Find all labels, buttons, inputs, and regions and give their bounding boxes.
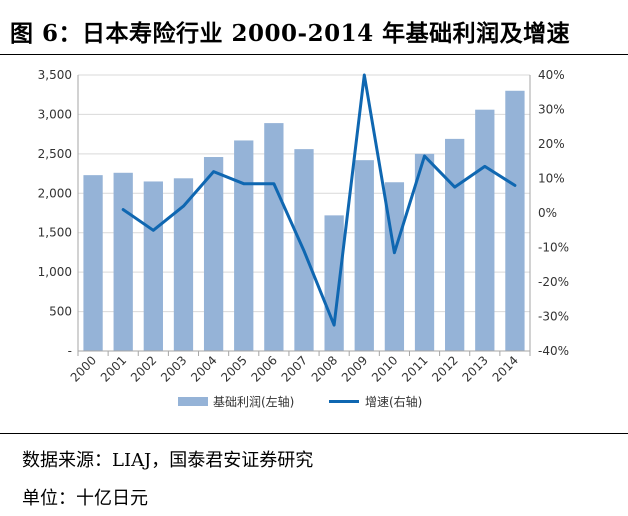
x-tick-label: 2006	[248, 353, 279, 384]
growth-point-2007	[302, 249, 306, 253]
bar-2003	[173, 178, 194, 351]
x-tick-label: 2009	[339, 353, 370, 384]
bar-2004	[203, 157, 224, 351]
bar-2009	[354, 160, 374, 351]
growth-point-2012	[453, 185, 456, 189]
growth-point-2001	[122, 208, 125, 211]
left-tick-label: 2,000	[38, 186, 72, 200]
x-tick-label: 2005	[218, 353, 249, 384]
left-tick-label: -	[68, 344, 72, 358]
bar-2001	[113, 172, 133, 351]
left-tick-label: 3,000	[38, 107, 72, 121]
left-tick-label: 2,500	[38, 147, 72, 161]
x-tick-label: 2000	[68, 353, 99, 384]
figure-title: 图 6：日本寿险行业 2000-2014 年基础利润及增速	[10, 20, 571, 47]
right-tick-label: 10%	[538, 172, 565, 186]
growth-point-2002	[152, 229, 155, 232]
legend-label-line: 增速(右轴)	[365, 394, 422, 409]
growth-point-2010	[393, 251, 396, 254]
bar-2008	[324, 215, 344, 351]
growth-point-2004	[212, 170, 215, 173]
bottom-rule	[0, 433, 628, 434]
x-tick-label: 2002	[128, 353, 159, 384]
x-tick-label: 2010	[369, 353, 400, 384]
right-tick-label: -40%	[538, 344, 569, 358]
growth-point-2009	[363, 73, 366, 77]
right-tick-label: 20%	[538, 137, 565, 151]
x-tick-label: 2001	[98, 353, 129, 384]
growth-point-2013	[483, 165, 486, 168]
x-tick-label: 2011	[399, 353, 430, 384]
left-tick-label: 1,500	[38, 226, 72, 240]
legend: 基础利润(左轴) 增速(右轴)	[178, 394, 422, 409]
bar-series	[83, 90, 525, 352]
bar-2011	[414, 153, 435, 351]
unit-note: 单位：十亿日元	[22, 488, 148, 509]
left-axis-ticks: - 500 1,000 1,500 2,000 2,500 3,000 3,500	[38, 68, 72, 358]
x-axis-ticks: 2000200120022003200420052006200720082009…	[68, 353, 521, 384]
right-tick-label: -20%	[538, 275, 569, 289]
legend-swatch-bar	[178, 397, 208, 406]
legend-label-bar: 基础利润(左轴)	[213, 394, 294, 409]
right-tick-label: 0%	[538, 206, 557, 220]
bar-2014	[505, 90, 525, 352]
growth-point-2008	[332, 323, 336, 327]
right-tick-label: 40%	[538, 68, 565, 82]
left-tick-label: 1,000	[38, 265, 72, 279]
x-tick-label: 2012	[429, 353, 460, 384]
growth-point-2005	[242, 182, 245, 185]
bar-2012	[445, 138, 465, 351]
right-tick-label: 30%	[538, 103, 565, 117]
right-tick-label: -30%	[538, 310, 569, 324]
bar-2005	[234, 140, 254, 351]
right-tick-label: -10%	[538, 241, 569, 255]
x-tick-label: 2004	[188, 353, 219, 384]
growth-point-2006	[272, 182, 276, 185]
bar-2000	[83, 175, 103, 351]
x-tick-label: 2013	[459, 353, 490, 384]
bar-2006	[264, 123, 284, 351]
growth-point-2003	[182, 204, 185, 208]
x-tick-label: 2007	[279, 353, 310, 384]
bar-2013	[475, 109, 495, 351]
top-rule	[0, 54, 628, 55]
bar-2002	[143, 181, 163, 351]
left-tick-label: 3,500	[38, 68, 72, 82]
growth-line	[121, 73, 517, 327]
right-axis-ticks: -40% -30% -20% -10% 0% 10% 20% 30% 40%	[538, 68, 569, 358]
left-tick-label: 500	[49, 305, 72, 319]
growth-point-2011	[423, 154, 426, 158]
x-tick-label: 2014	[490, 353, 521, 384]
axes	[77, 75, 531, 356]
line-series	[121, 73, 517, 327]
x-tick-label: 2008	[309, 353, 340, 384]
source-note: 数据来源：LIAJ，国泰君安证券研究	[22, 450, 314, 471]
growth-point-2014	[513, 184, 517, 187]
x-tick-label: 2003	[158, 353, 189, 384]
